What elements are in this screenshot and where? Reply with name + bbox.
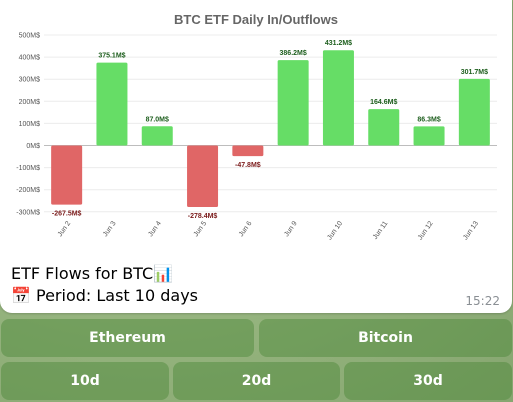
bitcoin-button[interactable]: Bitcoin bbox=[259, 319, 512, 357]
period-30d-button[interactable]: 30d bbox=[344, 362, 512, 400]
message-caption: ETF Flows for BTC📊 📅 Period: Last 10 day… bbox=[11, 263, 451, 307]
bar-value-label: 87.0M$ bbox=[146, 116, 169, 123]
x-tick-label: Jun 13 bbox=[462, 220, 480, 241]
bar-value-label: 386.2M$ bbox=[280, 50, 307, 57]
x-tick-label: Jun 5 bbox=[193, 220, 209, 238]
y-tick-label: 300M$ bbox=[19, 77, 41, 84]
x-tick-label: Jun 9 bbox=[283, 220, 299, 238]
bar bbox=[413, 126, 445, 146]
bar bbox=[187, 145, 219, 208]
bar-value-label: 375.1M$ bbox=[98, 53, 125, 60]
caption-period: 📅 Period: Last 10 days bbox=[11, 286, 198, 305]
bar bbox=[141, 126, 173, 146]
bar bbox=[458, 78, 490, 146]
chart-title: BTC ETF Daily In/Outflows bbox=[174, 12, 338, 27]
x-tick-label: Jun 12 bbox=[417, 220, 435, 241]
y-tick-label: 0M$ bbox=[26, 143, 40, 150]
y-tick-label: 500M$ bbox=[19, 33, 41, 40]
chart-message: BTC ETF Daily In/Outflows 500M$ 400M$ 300M$… bbox=[0, 0, 512, 313]
etf-flows-chart: BTC ETF Daily In/Outflows 500M$ 400M$ 300M$… bbox=[16, 12, 497, 241]
x-tick-label: Jun 3 bbox=[102, 220, 118, 238]
bar bbox=[51, 145, 83, 205]
bar-value-label: -47.8M$ bbox=[235, 162, 261, 169]
y-tick-label: -200M$ bbox=[16, 187, 40, 194]
x-tick-label: Jun 10 bbox=[326, 220, 344, 241]
bar bbox=[277, 60, 309, 146]
x-tick-label: Jun 2 bbox=[57, 220, 73, 238]
y-tick-label: -300M$ bbox=[16, 209, 40, 216]
bar bbox=[232, 145, 264, 157]
period-20d-button[interactable]: 20d bbox=[173, 362, 340, 400]
bar-value-label: -267.5M$ bbox=[52, 211, 82, 218]
caption-title: ETF Flows for BTC📊 bbox=[11, 264, 174, 283]
y-tick-label: -100M$ bbox=[16, 165, 40, 172]
x-tick-label: Jun 4 bbox=[147, 220, 163, 238]
bar-value-label: 301.7M$ bbox=[461, 69, 488, 76]
y-tick-label: 200M$ bbox=[19, 99, 41, 106]
chart-image[interactable]: BTC ETF Daily In/Outflows 500M$ 400M$ 300M$… bbox=[0, 0, 512, 255]
bar-value-label: 164.6M$ bbox=[370, 99, 397, 106]
bar bbox=[96, 62, 128, 146]
bar-value-label: -278.4M$ bbox=[188, 213, 218, 220]
bar bbox=[368, 109, 400, 146]
bar bbox=[322, 50, 354, 146]
x-tick-label: Jun 11 bbox=[372, 220, 390, 241]
y-tick-label: 100M$ bbox=[19, 121, 41, 128]
bar-value-label: 86.3M$ bbox=[417, 116, 440, 123]
period-10d-button[interactable]: 10d bbox=[1, 362, 169, 400]
bar-value-label: 431.2M$ bbox=[325, 40, 352, 47]
message-time: 15:22 bbox=[465, 294, 500, 308]
ethereum-button[interactable]: Ethereum bbox=[1, 319, 254, 357]
y-tick-label: 400M$ bbox=[19, 55, 41, 62]
x-tick-label: Jun 6 bbox=[238, 220, 254, 238]
